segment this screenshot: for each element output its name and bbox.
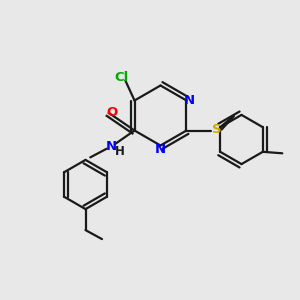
Text: N: N	[106, 140, 117, 153]
Text: S: S	[212, 123, 221, 136]
Text: O: O	[107, 106, 118, 118]
Text: N: N	[184, 94, 195, 107]
Text: H: H	[115, 145, 125, 158]
Text: Cl: Cl	[115, 71, 129, 84]
Text: N: N	[155, 142, 166, 156]
